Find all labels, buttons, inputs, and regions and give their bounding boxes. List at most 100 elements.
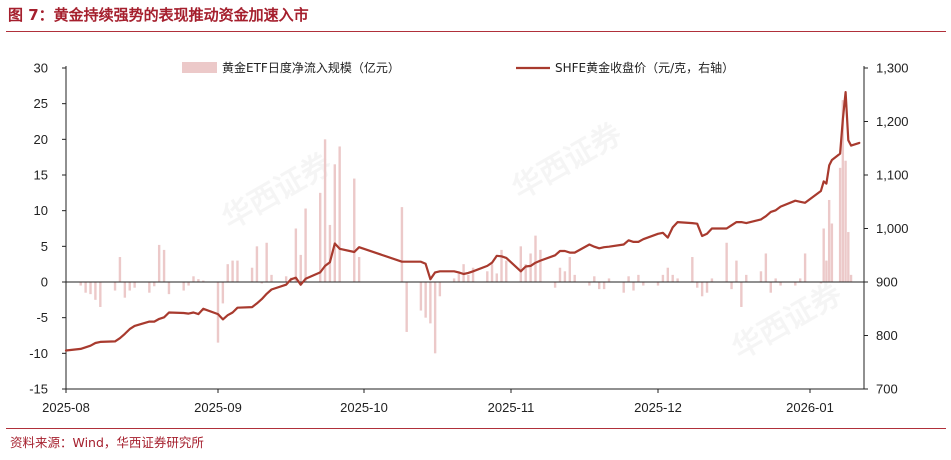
etf-flow-bar [838, 167, 842, 282]
left-axis-tick-label: 0 [41, 275, 48, 290]
etf-flow-bar [745, 274, 748, 282]
etf-flow-bar [849, 274, 853, 282]
figure-title: 图 7：黄金持续强势的表现推动资金加速入市 [8, 6, 309, 24]
etf-flow-bar [500, 249, 503, 282]
left-axis-tick-label: 10 [34, 203, 48, 218]
etf-flow-bar [822, 228, 825, 282]
etf-flow-bar [133, 282, 136, 288]
etf-flow-bar [524, 264, 527, 282]
title-divider [6, 31, 946, 32]
etf-flow-bar [847, 232, 850, 282]
etf-flow-bar [255, 246, 259, 282]
etf-flow-bar [495, 273, 498, 282]
x-axis-tick-label: 2025-11 [488, 400, 535, 415]
etf-flow-bar [118, 257, 122, 282]
etf-flow-bar [405, 282, 408, 332]
etf-flow-bar [661, 274, 665, 282]
etf-flow-bar [735, 260, 738, 282]
etf-flow-bar [424, 282, 427, 318]
etf-flow-bar [553, 282, 557, 288]
etf-flow-bar [319, 192, 322, 282]
x-axis-tick-label: 2025-08 [42, 400, 90, 415]
etf-flow-bar [457, 273, 461, 282]
etf-flow-bar [84, 282, 87, 293]
etf-flow-bar [236, 260, 239, 282]
etf-flow-bar [353, 178, 356, 282]
legend-bar-label: 黄金ETF日度净流入规模（亿元） [222, 60, 400, 75]
etf-flow-bar [779, 282, 782, 286]
left-axis-tick-label: 25 [34, 96, 48, 111]
etf-flow-bar [270, 274, 273, 282]
etf-flow-bar [632, 282, 635, 291]
etf-flow-bar [666, 267, 670, 282]
etf-flow-bar [128, 282, 131, 291]
etf-flow-bar [400, 207, 404, 282]
left-axis-tick-label: 30 [34, 61, 48, 76]
etf-flow-bar [328, 224, 332, 282]
etf-flow-bar [113, 282, 117, 291]
etf-flow-bar [827, 199, 831, 282]
etf-flow-bar [226, 264, 229, 282]
etf-flow-bar [598, 282, 601, 290]
etf-flow-bar [774, 278, 777, 282]
etf-flow-bar [529, 253, 532, 282]
etf-flow-bar [438, 282, 442, 297]
etf-flow-bar [433, 282, 437, 354]
etf-flow-bar [730, 282, 733, 290]
etf-flow-bar [123, 282, 127, 298]
etf-flow-bar [216, 282, 220, 343]
left-axis-tick-label: -15 [29, 382, 48, 397]
etf-flow-bar [573, 274, 576, 282]
etf-flow-bar [819, 282, 823, 284]
etf-flow-bar [148, 282, 151, 293]
etf-flow-bar [197, 279, 200, 282]
etf-flow-bar [676, 278, 679, 282]
right-axis-tick-label: 1,200 [876, 114, 909, 129]
etf-flow-bar [265, 242, 268, 282]
etf-flow-bar [759, 271, 763, 282]
etf-flow-bar [642, 282, 645, 286]
etf-flow-bar [467, 274, 470, 282]
etf-flow-bar [830, 223, 834, 282]
etf-flow-bar [338, 146, 341, 282]
shfe-gold-price-line [64, 90, 861, 352]
etf-flow-bar [798, 278, 802, 282]
legend: 黄金ETF日度净流入规模（亿元） SHFE黄金收盘价（元/克，右轴） [182, 60, 734, 75]
etf-flow-bar [794, 282, 797, 286]
source-note: 资料来源：Wind，华西证券研究所 [10, 435, 204, 450]
etf-flow-bar [671, 274, 674, 282]
etf-flow-bar [534, 235, 537, 282]
etf-flow-bar [710, 278, 714, 282]
etf-flow-bar [841, 100, 845, 282]
right-axis-tick-label: 900 [876, 275, 898, 290]
etf-flow-bar [486, 271, 489, 282]
svg-text:华西证券: 华西证券 [507, 117, 628, 206]
etf-flow-bar [568, 257, 571, 282]
etf-flow-bar [740, 282, 743, 307]
etf-flow-bar [825, 260, 828, 282]
x-axis-tick-label: 2025-09 [194, 400, 242, 415]
left-axis-tick-label: 20 [34, 132, 48, 147]
etf-flow-bar [700, 282, 704, 297]
etf-flow-bar [187, 282, 190, 286]
etf-flow-bar [153, 282, 156, 287]
etf-flow-bar [452, 278, 456, 282]
x-axis-tick-label: 2025-10 [340, 400, 388, 415]
etf-flow-bar [162, 249, 166, 282]
etf-flow-bar [429, 282, 432, 324]
etf-flow-bar [539, 249, 542, 282]
legend-line-label: SHFE黄金收盘价（元/克，右轴） [555, 60, 734, 75]
etf-flow-bar [260, 282, 263, 284]
etf-flow-bar [705, 282, 709, 293]
left-axis-tick-label: -5 [36, 310, 48, 325]
etf-flow-bar [231, 260, 234, 282]
etf-flow-bar [202, 280, 205, 282]
right-axis-tick-label: 800 [876, 328, 898, 343]
etf-flow-bar [844, 160, 847, 282]
etf-flow-bars [79, 100, 853, 354]
etf-flow-bar [94, 282, 97, 300]
left-axis-tick-label: 15 [34, 168, 48, 183]
watermark: 华西证券 华西证券 华西证券 [217, 117, 848, 366]
etf-flow-bar [192, 276, 195, 282]
